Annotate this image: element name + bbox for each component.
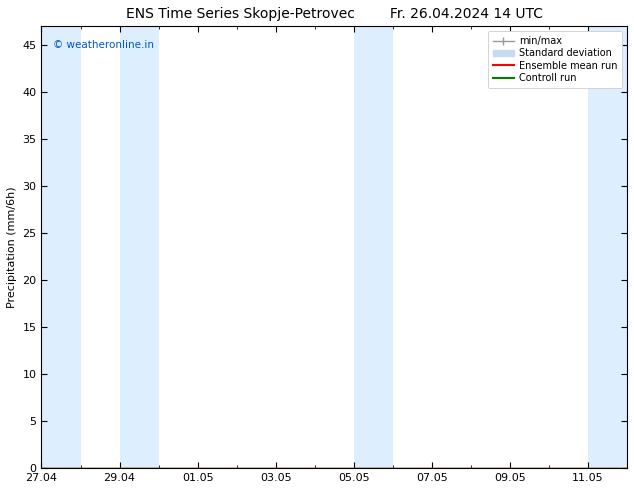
- Y-axis label: Precipitation (mm/6h): Precipitation (mm/6h): [7, 186, 17, 308]
- Legend: min/max, Standard deviation, Ensemble mean run, Controll run: min/max, Standard deviation, Ensemble me…: [488, 31, 622, 88]
- Title: ENS Time Series Skopje-Petrovec        Fr. 26.04.2024 14 UTC: ENS Time Series Skopje-Petrovec Fr. 26.0…: [126, 7, 543, 21]
- Bar: [588, 26, 627, 468]
- Bar: [120, 26, 158, 468]
- Bar: [354, 26, 393, 468]
- Bar: [41, 26, 81, 468]
- Text: © weatheronline.in: © weatheronline.in: [53, 40, 154, 49]
